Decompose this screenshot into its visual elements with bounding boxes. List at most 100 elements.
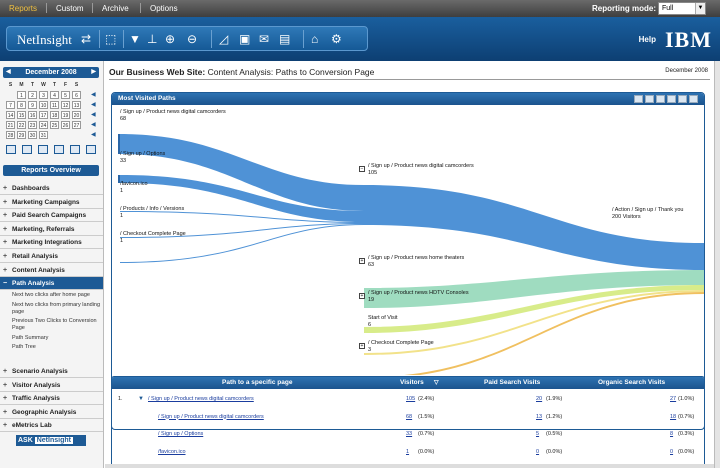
calendar-toggle-icon[interactable] — [86, 145, 96, 154]
paid-search-link[interactable]: 20 — [536, 396, 543, 402]
calendar-day[interactable]: 22 — [17, 121, 26, 129]
calendar-day[interactable]: 27 — [72, 121, 81, 129]
submenu-item[interactable]: Next two clicks after home page — [12, 292, 90, 299]
node-left-2[interactable]: / Sign up / Options 33 — [120, 151, 165, 164]
calendar-day[interactable]: 13 — [72, 101, 81, 109]
calendar-day[interactable]: 4 — [50, 91, 59, 99]
col-visitors[interactable]: Visitors — [400, 379, 424, 386]
node-middle-5[interactable]: / Checkout Complete Page 3 — [368, 340, 434, 353]
calendar-day[interactable]: 10 — [39, 101, 48, 109]
prev-month-icon[interactable]: ◀ — [6, 69, 11, 75]
nav-archive[interactable]: Archive — [102, 4, 129, 13]
calendar-day[interactable]: 16 — [28, 111, 37, 119]
menu-section-active[interactable]: − Path Analysis — [0, 277, 103, 291]
calendar-day[interactable]: 6 — [72, 91, 81, 99]
menu-section[interactable]: + Retail Analysis — [0, 250, 103, 263]
paid-search-link[interactable]: 13 — [536, 413, 543, 420]
submenu-item[interactable]: Previous Two Clicks to Conversion Page — [12, 318, 97, 332]
print-icon[interactable]: ▤ — [279, 32, 291, 46]
month-view-icon[interactable] — [38, 145, 48, 154]
select-week-icon[interactable]: ◀ — [91, 132, 96, 138]
menu-section[interactable]: + eMetrics Lab — [0, 419, 103, 433]
node-left-3[interactable]: /favicon.ico 1 — [120, 181, 148, 194]
bar-chart-icon[interactable] — [645, 95, 654, 103]
menu-section[interactable]: + Marketing Campaigns — [0, 196, 103, 209]
node-middle-3[interactable]: / Sign up / Product news HDTV Consoles 19 — [368, 290, 469, 303]
select-week-icon[interactable]: ◀ — [91, 102, 96, 108]
menu-section[interactable]: + Content Analysis — [0, 264, 103, 277]
paid-search-link[interactable]: 5 — [536, 431, 540, 437]
close-icon[interactable] — [689, 95, 698, 103]
select-week-icon[interactable]: ◀ — [91, 122, 96, 128]
menu-section[interactable]: + Scenario Analysis — [0, 365, 103, 378]
expand-node-icon[interactable]: − — [359, 166, 365, 172]
settings-icon[interactable]: ⚙ — [331, 32, 342, 46]
organic-search-link[interactable]: 18 — [670, 413, 677, 420]
calendar-day[interactable]: 12 — [61, 101, 70, 109]
path-link[interactable]: / Sign up / Product news digital camcord… — [158, 413, 264, 420]
calendar-day[interactable]: 31 — [39, 131, 48, 139]
node-left-1[interactable]: / Sign up / Product news digital camcord… — [120, 109, 226, 122]
menu-section[interactable]: + Geographic Analysis — [0, 406, 103, 419]
path-link[interactable]: / Sign up / Product news digital camcord… — [148, 396, 254, 402]
node-left-4[interactable]: / Products / Info / Versions 1 — [120, 206, 184, 219]
calendar-day[interactable]: 20 — [72, 111, 81, 119]
calendar-day[interactable]: 7 — [6, 101, 15, 109]
calendar-day[interactable]: 17 — [39, 111, 48, 119]
calendar-day[interactable]: 29 — [17, 131, 26, 139]
day-view-icon[interactable] — [6, 145, 16, 154]
menu-section[interactable]: + Dashboards — [0, 182, 103, 195]
expand-node-icon[interactable]: + — [359, 343, 365, 349]
home-icon[interactable]: ⌂ — [311, 32, 319, 46]
nav-options[interactable]: Options — [150, 4, 178, 13]
reports-overview-header[interactable]: Reports Overview — [3, 165, 99, 176]
col-organic-search[interactable]: Organic Search Visits — [598, 379, 666, 386]
menu-section[interactable]: + Visitor Analysis — [0, 379, 103, 392]
calendar-day[interactable]: 2 — [28, 91, 37, 99]
reporting-mode-select[interactable]: Full ▼ — [658, 2, 706, 15]
settings-icon[interactable] — [667, 95, 676, 103]
select-week-icon[interactable]: ◀ — [91, 92, 96, 98]
calendar-day[interactable]: 5 — [61, 91, 70, 99]
selection-icon[interactable]: ⬚ — [105, 32, 117, 46]
menu-section[interactable]: + Marketing, Referrals — [0, 223, 103, 236]
node-middle-2[interactable]: / Sign up / Product news home theaters 63 — [368, 255, 464, 268]
zoom-in-icon[interactable]: ⊕ — [165, 32, 176, 46]
calendar-day[interactable]: 15 — [17, 111, 26, 119]
expand-node-icon[interactable]: + — [359, 293, 365, 299]
col-path[interactable]: Path to a specific page — [222, 379, 293, 386]
calendar-day[interactable]: 23 — [28, 121, 37, 129]
submenu-item[interactable]: Next two clicks from primary landing pag… — [12, 301, 101, 315]
node-middle-4[interactable]: Start of Visit 6 — [368, 315, 398, 328]
paid-search-link[interactable]: 0 — [536, 448, 540, 455]
calendar-day[interactable]: 25 — [50, 121, 59, 129]
pie-chart-icon[interactable] — [656, 95, 665, 103]
path-link[interactable]: / Sign up / Options — [158, 431, 204, 437]
calendar-day[interactable]: 30 — [28, 131, 37, 139]
calendar-day[interactable]: 26 — [61, 121, 70, 129]
calendar-day[interactable]: 9 — [28, 101, 37, 109]
next-month-icon[interactable]: ▶ — [91, 69, 96, 75]
visitors-link[interactable]: 68 — [406, 413, 413, 420]
col-paid-search[interactable]: Paid Search Visits — [484, 379, 541, 386]
calendar-day[interactable]: 24 — [39, 121, 48, 129]
save-icon[interactable]: ▣ — [239, 32, 251, 46]
calendar-day[interactable]: 28 — [6, 131, 15, 139]
organic-search-link[interactable]: 27 — [670, 396, 677, 402]
menu-section[interactable]: + Traffic Analysis — [0, 392, 103, 406]
calendar-day[interactable]: 1 — [17, 91, 26, 99]
node-right-target[interactable]: / Action / Sign up / Thank you 200 Visito… — [612, 207, 683, 220]
calendar-day[interactable]: 18 — [50, 111, 59, 119]
submenu-item[interactable]: Path Tree — [12, 344, 36, 351]
organic-search-link[interactable]: 8 — [670, 431, 674, 437]
node-middle-1[interactable]: / Sign up / Product news digital camcord… — [368, 163, 474, 176]
email-icon[interactable]: ✉ — [259, 32, 270, 46]
menu-section[interactable]: + Paid Search Campaigns — [0, 209, 103, 223]
ruler-icon[interactable]: ◿ — [219, 32, 229, 46]
line-chart-icon[interactable] — [678, 95, 687, 103]
refresh-icon[interactable]: ⇄ — [81, 32, 92, 46]
calendar-day[interactable]: 14 — [6, 111, 15, 119]
calendar-day[interactable]: 19 — [61, 111, 70, 119]
node-left-5[interactable]: / Checkout Complete Page 1 — [120, 231, 186, 244]
quarter-view-icon[interactable] — [54, 145, 64, 154]
